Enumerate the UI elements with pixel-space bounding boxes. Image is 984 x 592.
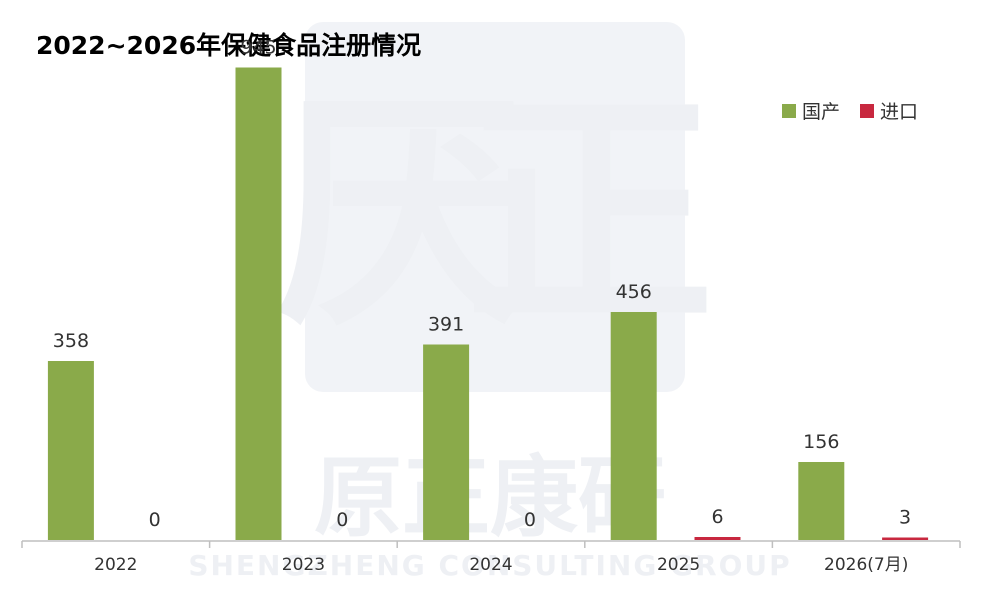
x-axis-ticks bbox=[21, 541, 961, 548]
x-tick-label: 2023 bbox=[282, 555, 325, 575]
chart-legend: 国产 进口 bbox=[782, 101, 918, 123]
watermark-seal-glyph: 正 bbox=[465, 68, 715, 359]
data-labels: 358 0 945 0 391 0 456 6 156 3 bbox=[53, 37, 911, 532]
bar-value-label: 358 bbox=[53, 330, 89, 352]
bar-imported bbox=[694, 537, 741, 540]
x-tick-label: 2025 bbox=[657, 555, 700, 575]
x-tick-label: 2026(7月) bbox=[824, 555, 908, 575]
chart-title: 2022~2026年保健食品注册情况 bbox=[36, 31, 421, 60]
bar-value-label: 156 bbox=[803, 431, 839, 453]
x-tick-label: 2022 bbox=[94, 555, 137, 575]
legend-label: 国产 bbox=[802, 101, 840, 123]
bar-value-label: 0 bbox=[524, 509, 536, 531]
x-tick-label: 2024 bbox=[469, 555, 512, 575]
bar-domestic bbox=[610, 312, 657, 540]
legend-swatch bbox=[860, 104, 874, 118]
bar-value-label: 456 bbox=[616, 281, 652, 303]
bar-domestic bbox=[235, 67, 282, 540]
bar-value-label: 3 bbox=[899, 507, 911, 529]
bar-domestic bbox=[423, 344, 470, 540]
bar-value-label: 0 bbox=[149, 509, 161, 531]
chart-bars bbox=[47, 67, 929, 540]
bar-value-label: 6 bbox=[711, 506, 723, 528]
watermark-logo-subtext: SHENGZHENG CONSULTING GROUP bbox=[188, 549, 791, 582]
bar-value-label: 945 bbox=[240, 37, 276, 59]
watermark-logo: 厌 正 原正康研 SHENGZHENG CONSULTING GROUP bbox=[188, 22, 791, 582]
watermark-logo-text: 原正康研 bbox=[314, 446, 666, 549]
legend-label: 进口 bbox=[880, 101, 918, 123]
legend-swatch bbox=[782, 104, 796, 118]
bar-domestic bbox=[798, 462, 845, 540]
bar-value-label: 0 bbox=[336, 509, 348, 531]
x-axis-tick-labels: 2022 2023 2024 2025 2026(7月) bbox=[94, 555, 908, 575]
bar-domestic bbox=[47, 361, 94, 540]
bar-imported bbox=[882, 537, 929, 540]
bar-value-label: 391 bbox=[428, 314, 464, 336]
watermark-seal-glyph: 厌 bbox=[275, 68, 525, 359]
